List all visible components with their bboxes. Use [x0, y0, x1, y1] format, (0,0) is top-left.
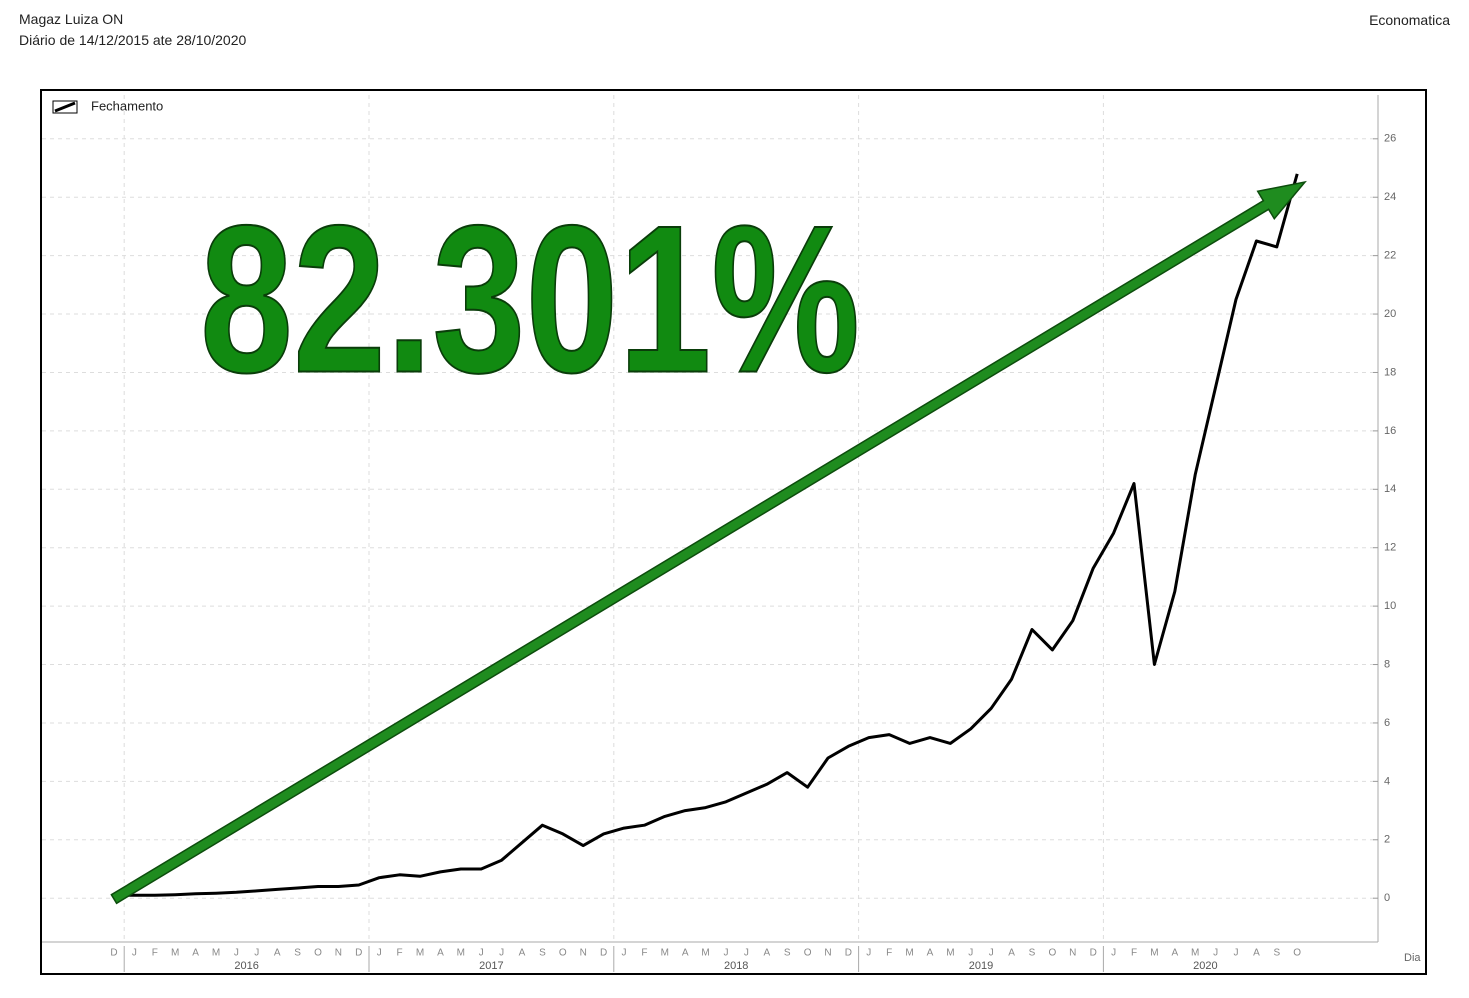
y-tick-label: 4 — [1384, 775, 1390, 787]
x-tick-label: O — [1049, 948, 1057, 959]
x-tick-label: A — [763, 948, 770, 959]
x-tick-label: J — [989, 948, 994, 959]
x-tick-label: J — [622, 948, 627, 959]
y-tick-label: 18 — [1384, 366, 1396, 378]
x-tick-label: S — [294, 948, 301, 959]
year-label: 2016 — [234, 960, 258, 972]
y-tick-label: 8 — [1384, 658, 1390, 670]
annotation: 82.301% — [200, 181, 860, 416]
x-tick-label: A — [927, 948, 934, 959]
x-tick-label: A — [1253, 948, 1260, 959]
x-tick-label: O — [804, 948, 812, 959]
x-tick-label: J — [744, 948, 749, 959]
x-tick-label: N — [1069, 948, 1076, 959]
x-tick-label: M — [212, 948, 220, 959]
x-tick-label: M — [416, 948, 424, 959]
x-tick-label: J — [1111, 948, 1116, 959]
y-tick-label: 10 — [1384, 600, 1396, 612]
x-tick-label: A — [519, 948, 526, 959]
x-tick-label: J — [254, 948, 259, 959]
year-label: 2020 — [1193, 960, 1217, 972]
x-tick-label: F — [641, 948, 647, 959]
x-tick-label: D — [600, 948, 607, 959]
y-tick-label: 12 — [1384, 542, 1396, 554]
y-tick-label: 26 — [1384, 133, 1396, 145]
x-tick-label: N — [824, 948, 831, 959]
y-tick-label: 20 — [1384, 308, 1396, 320]
year-label: 2019 — [969, 960, 993, 972]
x-tick-label: J — [1213, 948, 1218, 959]
x-tick-label: O — [1293, 948, 1301, 959]
x-tick-label: J — [866, 948, 871, 959]
x-tick-label: N — [335, 948, 342, 959]
y-tick-label: 24 — [1384, 191, 1396, 203]
chart-title: Magaz Luiza ON — [19, 11, 124, 27]
x-tick-label: S — [1029, 948, 1036, 959]
x-tick-label: M — [946, 948, 954, 959]
x-tick-label: M — [661, 948, 669, 959]
source: Economatica — [1369, 12, 1450, 28]
x-tick-label: J — [234, 948, 239, 959]
y-tick-label: 2 — [1384, 834, 1390, 846]
x-tick-label: S — [784, 948, 791, 959]
x-tick-label: S — [1273, 948, 1280, 959]
x-tick-label: O — [314, 948, 322, 959]
series-line — [114, 173, 1299, 897]
x-tick-label: A — [682, 948, 689, 959]
chart-subtitle: Diário de 14/12/2015 ate 28/10/2020 — [19, 32, 247, 48]
x-tick-label: J — [968, 948, 973, 959]
legend-line — [54, 101, 76, 113]
x-tick-label: J — [1234, 948, 1239, 959]
x-tick-label: M — [457, 948, 465, 959]
x-tick-label: A — [1008, 948, 1015, 959]
x-tick-label: F — [152, 948, 158, 959]
x-tick-label: S — [539, 948, 546, 959]
legend-box — [47, 96, 179, 118]
x-tick-label: O — [559, 948, 567, 959]
x-tick-label: A — [274, 948, 281, 959]
y-tick-label: 22 — [1384, 250, 1396, 262]
y-tick-label: 6 — [1384, 717, 1390, 729]
year-label: 2017 — [479, 960, 503, 972]
y-tick-label: 16 — [1384, 425, 1396, 437]
x-axis-label: Dia — [1404, 952, 1421, 964]
y-tick-label: 0 — [1384, 892, 1390, 904]
x-tick-label: N — [580, 948, 587, 959]
x-tick-label: A — [1171, 948, 1178, 959]
x-tick-label: M — [701, 948, 709, 959]
frame — [40, 89, 1427, 975]
x-tick-label: J — [132, 948, 137, 959]
x-tick-label: M — [1150, 948, 1158, 959]
x-tick-label: F — [1131, 948, 1137, 959]
x-tick-label: J — [377, 948, 382, 959]
x-tick-label: F — [886, 948, 892, 959]
x-tick-label: D — [845, 948, 852, 959]
x-tick-label: M — [1191, 948, 1199, 959]
x-tick-label: F — [397, 948, 403, 959]
x-tick-label: D — [1090, 948, 1097, 959]
year-label: 2018 — [724, 960, 748, 972]
x-tick-label: A — [437, 948, 444, 959]
x-tick-label: D — [355, 948, 362, 959]
legend-label: Fechamento — [91, 98, 163, 113]
x-tick-label: A — [192, 948, 199, 959]
x-tick-label: J — [479, 948, 484, 959]
y-tick-label: 14 — [1384, 483, 1396, 495]
x-tick-label: J — [499, 948, 504, 959]
x-tick-label: J — [724, 948, 729, 959]
x-tick-label: D — [110, 948, 117, 959]
x-tick-label: M — [171, 948, 179, 959]
x-tick-label: M — [905, 948, 913, 959]
arrow — [110, 180, 1307, 905]
